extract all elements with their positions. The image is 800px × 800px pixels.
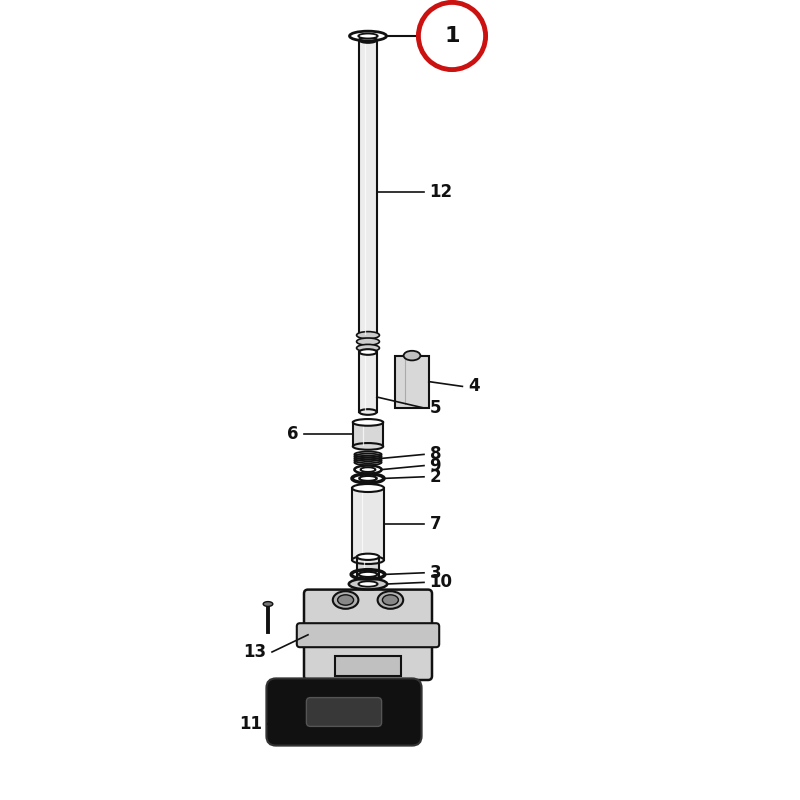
- Bar: [352, 488, 384, 560]
- Text: 8: 8: [430, 446, 441, 463]
- FancyBboxPatch shape: [304, 590, 432, 680]
- Ellipse shape: [358, 34, 378, 38]
- FancyBboxPatch shape: [297, 623, 439, 647]
- Text: 9: 9: [430, 457, 442, 474]
- Bar: [353, 422, 383, 446]
- Ellipse shape: [338, 595, 354, 605]
- Ellipse shape: [382, 595, 398, 605]
- Ellipse shape: [359, 37, 377, 43]
- Bar: [335, 656, 401, 676]
- Ellipse shape: [357, 338, 379, 346]
- Ellipse shape: [358, 572, 378, 577]
- Text: 2: 2: [430, 468, 442, 486]
- Ellipse shape: [353, 443, 383, 450]
- Bar: [359, 40, 377, 336]
- Text: 7: 7: [430, 515, 442, 533]
- Text: 6: 6: [287, 426, 298, 443]
- Ellipse shape: [349, 578, 387, 590]
- Text: 13: 13: [243, 643, 266, 661]
- Ellipse shape: [404, 350, 421, 360]
- Ellipse shape: [352, 484, 384, 492]
- Ellipse shape: [378, 591, 403, 609]
- Ellipse shape: [353, 419, 383, 426]
- FancyBboxPatch shape: [266, 678, 422, 746]
- Ellipse shape: [357, 579, 379, 586]
- Ellipse shape: [358, 582, 378, 586]
- Ellipse shape: [357, 554, 379, 560]
- Ellipse shape: [333, 591, 358, 609]
- Ellipse shape: [352, 556, 384, 564]
- Ellipse shape: [361, 467, 375, 472]
- Text: 10: 10: [430, 574, 453, 591]
- Bar: [357, 557, 379, 582]
- Ellipse shape: [359, 333, 377, 339]
- Text: 5: 5: [430, 399, 441, 417]
- Ellipse shape: [263, 602, 273, 606]
- Text: 12: 12: [430, 183, 453, 201]
- Text: 1: 1: [444, 26, 460, 46]
- Ellipse shape: [359, 476, 377, 481]
- Bar: [395, 355, 429, 407]
- Bar: [359, 352, 377, 412]
- Ellipse shape: [357, 344, 379, 352]
- Ellipse shape: [357, 331, 379, 339]
- Ellipse shape: [359, 409, 377, 415]
- Text: 4: 4: [468, 378, 480, 395]
- Text: 11: 11: [239, 715, 262, 733]
- FancyBboxPatch shape: [306, 698, 382, 726]
- Text: 3: 3: [430, 564, 442, 582]
- Ellipse shape: [359, 349, 377, 355]
